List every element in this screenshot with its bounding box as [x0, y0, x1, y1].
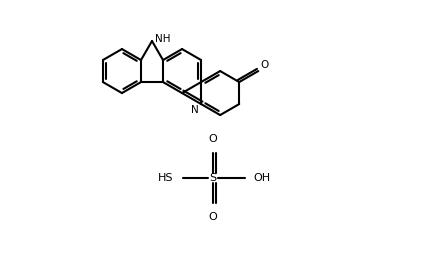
Text: N: N — [191, 105, 199, 115]
Text: NH: NH — [155, 34, 170, 44]
Text: HS: HS — [158, 173, 173, 183]
Text: O: O — [260, 60, 268, 70]
Text: OH: OH — [253, 173, 270, 183]
Text: O: O — [209, 134, 217, 144]
Text: S: S — [210, 173, 216, 183]
Text: O: O — [209, 212, 217, 222]
